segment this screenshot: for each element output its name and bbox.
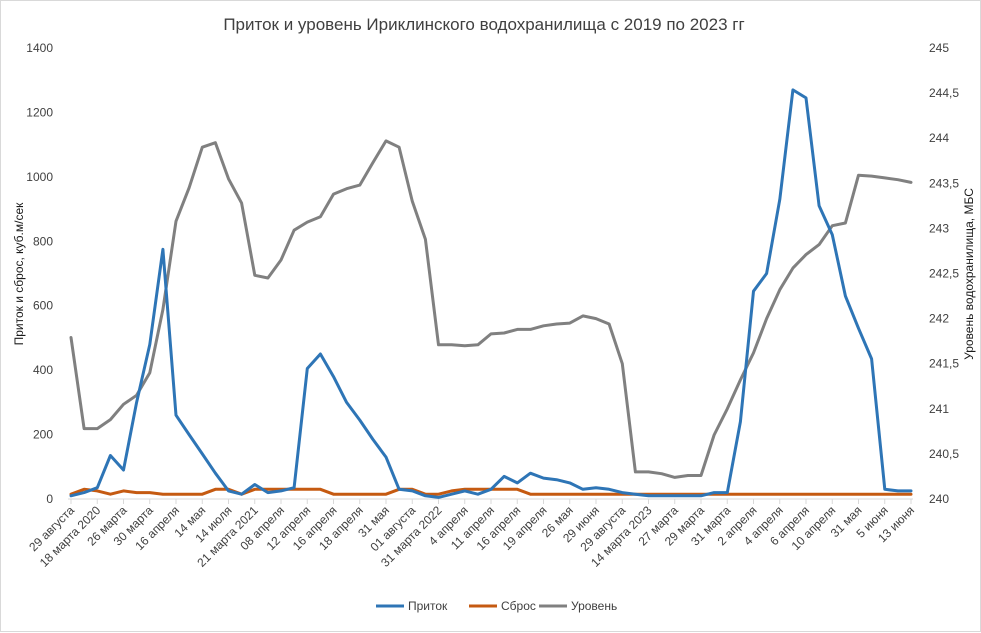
series-line-inflow — [69, 88, 913, 499]
left-tick-label: 600 — [33, 299, 53, 313]
right-tick-label: 243,5 — [929, 176, 959, 190]
series-layer — [69, 88, 913, 499]
legend-label: Приток — [408, 599, 448, 613]
right-tick-label: 241 — [929, 402, 949, 416]
right-axis-title: Уровень водохранилища, МБС — [962, 188, 976, 360]
right-tick-label: 244 — [929, 131, 949, 145]
right-tick-label: 240,5 — [929, 447, 959, 461]
left-tick-label: 1000 — [26, 170, 53, 184]
legend-label: Сброс — [501, 599, 536, 613]
left-tick-label: 1200 — [26, 105, 53, 119]
right-tick-label: 242,5 — [929, 267, 959, 281]
right-tick-label: 245 — [929, 41, 949, 55]
right-tick-label: 242 — [929, 312, 949, 326]
right-tick-label: 241,5 — [929, 357, 959, 371]
legend-label: Уровень — [571, 599, 617, 613]
left-tick-label: 1400 — [26, 41, 53, 55]
chart-title: Приток и уровень Ириклинского водохранил… — [223, 15, 744, 34]
series-line-level — [69, 139, 913, 479]
left-axis-title: Приток и сброс, куб.м/сек — [12, 202, 26, 346]
left-axis: 0 200 400 600 800 1000 1200 1400 — [26, 41, 53, 506]
left-tick-label: 0 — [46, 492, 53, 506]
left-tick-label: 400 — [33, 363, 53, 377]
legend: Приток Сброс Уровень — [376, 599, 617, 613]
right-tick-label: 240 — [929, 492, 949, 506]
right-axis: 240 240,5 241 241,5 242 242,5 243 243,5 244 244,5… — [929, 41, 959, 506]
left-tick-label: 800 — [33, 234, 53, 248]
left-tick-label: 200 — [33, 428, 53, 442]
right-tick-label: 244,5 — [929, 86, 959, 100]
right-tick-label: 243 — [929, 221, 949, 235]
